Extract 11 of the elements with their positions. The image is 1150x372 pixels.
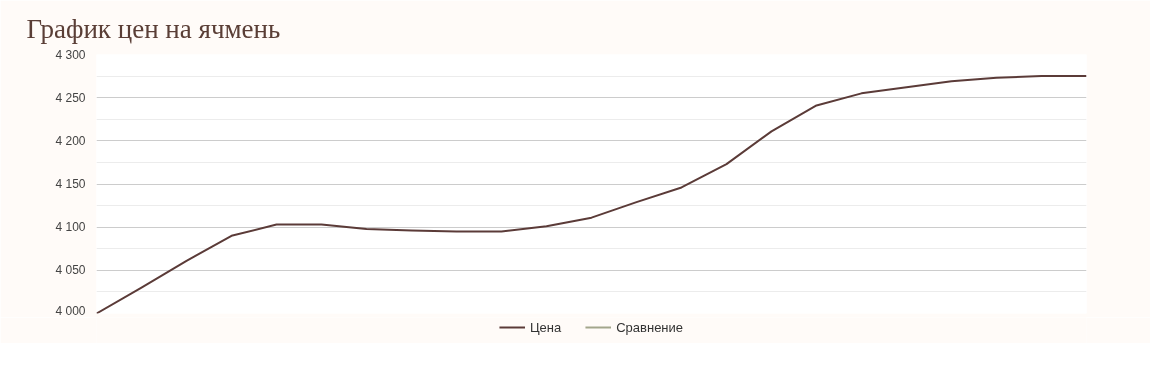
legend-label: Сравнение xyxy=(616,319,684,335)
line-series xyxy=(96,75,1087,314)
y-tick-label: 4 000 xyxy=(55,303,86,318)
y-tick-label: 4 050 xyxy=(55,263,86,278)
y-tick-label: 4 200 xyxy=(55,133,86,148)
legend-label: Цена xyxy=(529,319,562,335)
y-tick-label: 4 150 xyxy=(55,177,86,191)
y-tick-label: 4 250 xyxy=(55,90,86,105)
chart-title: График цен на ячмень xyxy=(26,13,281,44)
y-tick-label: 4 300 xyxy=(55,47,86,62)
y-tick-label: 4 100 xyxy=(55,220,86,235)
